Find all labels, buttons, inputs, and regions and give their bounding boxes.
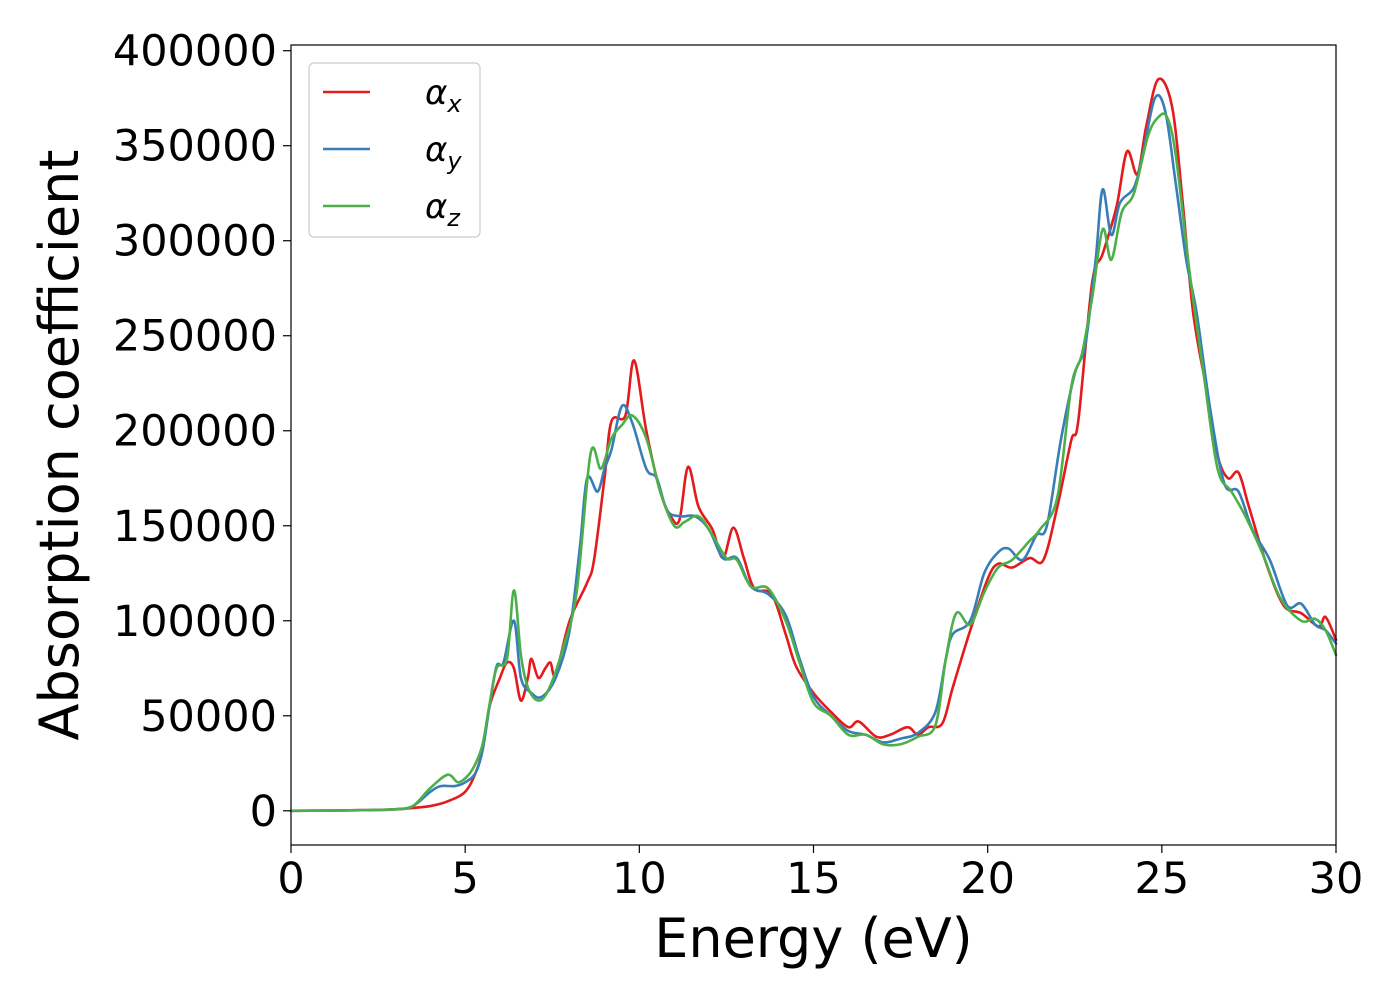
x-tick-label: 15: [786, 854, 841, 904]
x-tick-label: 0: [277, 854, 304, 904]
x-axis-label: Energy (eV): [654, 907, 973, 970]
y-axis-label: Absorption coefficient: [28, 150, 91, 741]
y-tick-label: 250000: [113, 312, 277, 362]
y-tick-label: 50000: [140, 692, 277, 742]
series-line-z: [289, 112, 1338, 813]
x-tick-label: 5: [451, 854, 478, 904]
legend-label-y: αy: [425, 130, 462, 175]
y-tick-label: 400000: [113, 27, 277, 77]
x-tick-label: 20: [960, 854, 1015, 904]
y-tick-label: 200000: [113, 407, 277, 457]
y-tick-label: 0: [250, 787, 277, 837]
legend-box: [308, 62, 481, 238]
y-tick-label: 300000: [113, 217, 277, 267]
y-tick-label: 350000: [113, 122, 277, 172]
series-layer: [289, 77, 1338, 813]
x-tick-label: 25: [1134, 854, 1189, 904]
x-tick-label: 30: [1309, 854, 1364, 904]
x-tick-label: 10: [612, 854, 667, 904]
x-axis-ticks: 0 5 10 15 20 25 30: [277, 845, 1363, 904]
y-tick-label: 150000: [113, 502, 277, 552]
y-tick-label: 100000: [113, 597, 277, 647]
y-axis-ticks: 0 50000 100000 150000 200000 250000 300000 3500…: [113, 27, 291, 837]
